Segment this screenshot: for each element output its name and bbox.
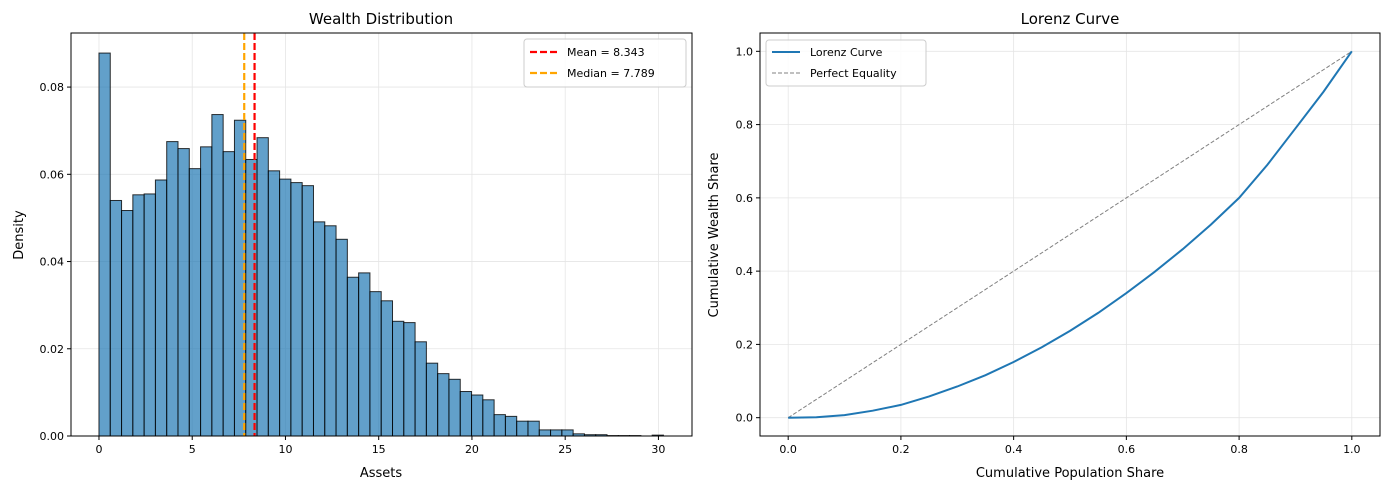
y-tick-label: 0.4: [736, 265, 754, 278]
legend-label: Mean = 8.343: [567, 46, 645, 59]
histogram-bar: [414, 341, 427, 437]
x-tick-label: 0.8: [1230, 443, 1248, 456]
histogram-bar: [98, 52, 111, 437]
histogram-bar: [358, 272, 371, 437]
histogram-bar: [312, 221, 326, 437]
histogram-bar: [482, 399, 495, 437]
y-tick-label: 0.6: [736, 192, 754, 205]
histogram-bar: [369, 291, 382, 437]
histogram-bar: [211, 114, 224, 437]
y-tick-label: 0.04: [40, 256, 65, 269]
hist-xlabel: Assets: [360, 466, 403, 481]
histogram-bar: [177, 148, 190, 437]
histogram-bar: [504, 415, 518, 437]
histogram-bar: [335, 238, 348, 437]
x-tick-label: 0.2: [892, 443, 910, 456]
y-tick-label: 0.8: [736, 119, 754, 132]
x-tick-label: 1.0: [1343, 443, 1361, 456]
histogram-bar: [222, 151, 235, 437]
lorenz-xlabel: Cumulative Population Share: [976, 466, 1164, 481]
histogram-bar: [425, 362, 439, 437]
x-tick-label: 20: [465, 443, 479, 456]
x-tick-label: 5: [189, 443, 196, 456]
x-tick-label: 30: [651, 443, 665, 456]
histogram-bar: [188, 168, 202, 437]
histogram-axes: 0 5 10 15 20 25 30 0.00 0.02 0.04 0.06 0.08 Mean = 8…: [40, 32, 693, 456]
legend-label: Lorenz Curve: [810, 46, 883, 59]
histogram-bar: [301, 185, 314, 437]
histogram-bar: [279, 178, 292, 437]
x-tick-label: 25: [558, 443, 572, 456]
x-tick-label: 0: [95, 443, 102, 456]
histogram-bar: [132, 194, 145, 437]
histogram-bar: [166, 141, 179, 437]
histogram-bar: [143, 193, 156, 437]
histogram-bar: [324, 225, 337, 437]
axes-frame: [759, 32, 1381, 437]
equality-line: [787, 50, 1353, 419]
axes-frame: [70, 32, 693, 437]
histogram-bar: [290, 182, 303, 437]
x-tick-label: 0.4: [1005, 443, 1023, 456]
legend: Lorenz Curve Perfect Equality: [765, 39, 927, 87]
legend-label: Perfect Equality: [810, 67, 897, 80]
x-tick-label: 15: [372, 443, 386, 456]
hist-ylabel: Density: [12, 210, 27, 260]
y-tick-label: 0.06: [40, 168, 65, 181]
lorenz-title: Lorenz Curve: [1021, 10, 1120, 28]
histogram-bar: [527, 420, 540, 437]
hist-title: Wealth Distribution: [309, 10, 453, 28]
y-tick-label: 0.2: [736, 338, 754, 351]
histogram-bar: [459, 391, 473, 437]
y-tick-label: 0.08: [40, 81, 65, 94]
histogram-bar: [561, 429, 574, 437]
x-tick-label: 0.0: [779, 443, 797, 456]
histogram-bar: [403, 322, 416, 437]
y-tick-label: 0.02: [40, 343, 65, 356]
legend-label: Median = 7.789: [567, 67, 655, 80]
histogram-bar: [493, 414, 506, 437]
histogram-bar: [267, 170, 281, 437]
histogram-bar: [538, 429, 552, 437]
histogram-bar: [448, 378, 461, 437]
lorenz-ylabel: Cumulative Wealth Share: [707, 153, 722, 318]
histogram-bar: [109, 199, 123, 437]
y-tick-label: 1.0: [736, 45, 754, 58]
y-tick-label: 0.0: [736, 412, 754, 425]
histogram-bar: [121, 210, 134, 437]
histogram-bar: [154, 179, 168, 437]
histogram-bar: [346, 276, 360, 437]
histogram-bar: [471, 394, 484, 437]
legend: Mean = 8.343 Median = 7.789: [523, 38, 687, 88]
lorenz-axes: 0.0 0.2 0.4 0.6 0.8 1.0 0.0 0.2 0.4 0.6 0.8 1.0 Lore…: [736, 32, 1381, 456]
histogram-bar: [392, 320, 405, 437]
lorenz-curve-line: [788, 50, 1353, 419]
histogram-bar: [437, 373, 450, 437]
histogram-bar: [550, 429, 563, 437]
histogram-bar: [256, 137, 269, 437]
x-tick-label: 10: [278, 443, 292, 456]
legend-box: [765, 39, 927, 87]
histogram-bar: [200, 146, 213, 437]
y-tick-label: 0.00: [40, 430, 65, 443]
legend-box: [523, 38, 687, 88]
histogram-bar: [516, 420, 529, 437]
histogram-bar: [380, 300, 394, 437]
x-tick-label: 0.6: [1118, 443, 1136, 456]
